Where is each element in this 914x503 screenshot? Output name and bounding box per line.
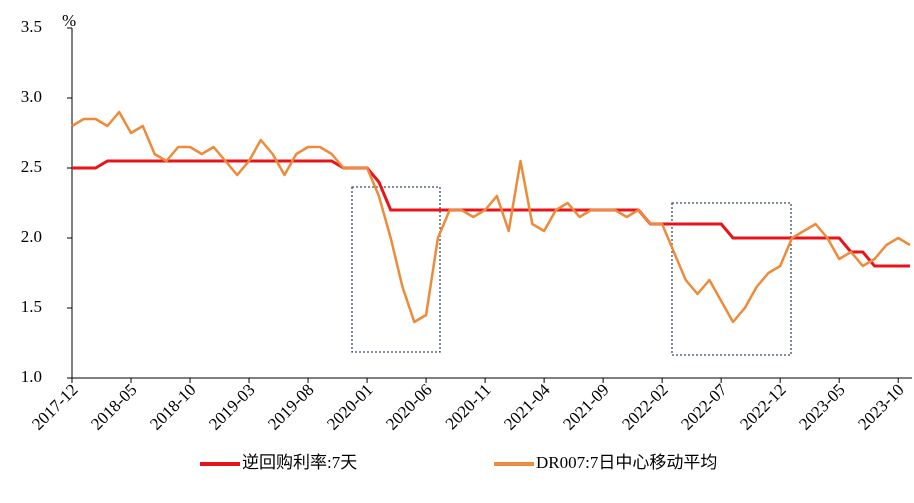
x-tick-label: 2022-07: [677, 380, 731, 434]
x-tick-label: 2017-12: [28, 380, 82, 434]
y-axis-label: %: [62, 11, 76, 30]
x-tick-label: 2019-03: [205, 380, 259, 434]
highlight-box: [671, 202, 792, 356]
x-tick-label: 2019-08: [264, 380, 318, 434]
x-tick-label: 2020-06: [382, 380, 436, 434]
x-tick-label: 2021-09: [559, 380, 613, 434]
legend-label: DR007:7日中心移动平均: [536, 453, 717, 472]
highlight-box: [351, 186, 441, 353]
x-tick-label: 2023-05: [795, 380, 849, 434]
y-tick-label: 2.0: [21, 227, 42, 246]
y-tick-label: 1.5: [21, 297, 42, 316]
series-line: [72, 159, 910, 268]
y-tick-label: 2.5: [21, 157, 42, 176]
x-tick-label: 2020-11: [442, 380, 495, 433]
x-tick-label: 2023-10: [854, 380, 908, 434]
x-tick-label: 2021-04: [500, 380, 554, 434]
legend-label: 逆回购利率:7天: [242, 453, 357, 472]
x-tick-label: 2022-12: [736, 380, 790, 434]
x-tick-label: 2018-10: [146, 380, 200, 434]
y-tick-label: 1.0: [21, 367, 42, 386]
y-tick-label: 3.0: [21, 87, 42, 106]
x-tick-label: 2020-01: [323, 380, 377, 434]
x-tick-label: 2022-02: [618, 380, 672, 434]
series-line: [71, 110, 911, 324]
x-tick-label: 2018-05: [87, 380, 141, 434]
y-tick-label: 3.5: [21, 17, 42, 36]
